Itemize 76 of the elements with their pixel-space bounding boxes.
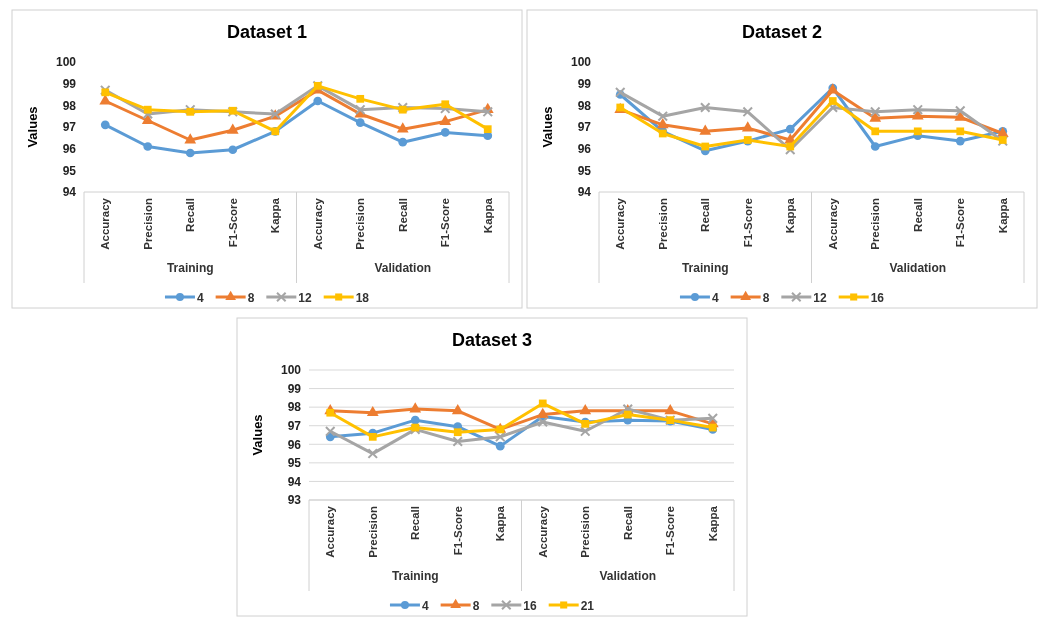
x-tick-label: F1-Score [664,506,677,556]
legend-label: 4 [711,290,719,305]
y-tick-label: 96 [577,142,592,157]
y-tick-label: 95 [577,163,592,178]
x-tick-label: Recall [621,506,634,540]
legend-label: 21 [580,598,595,613]
text: Validation [889,261,947,275]
text: Training [681,261,729,275]
legend-label: 8 [762,290,770,305]
x-tick-label: Accuracy [614,197,627,250]
x-tick-label: Kappa [784,197,797,234]
x-tick-label: F1-Score [226,198,239,248]
text: Training [391,569,439,583]
y-tick-label: 93 [287,493,302,508]
y-tick-label: 97 [287,419,302,434]
y-tick-label: 95 [62,163,77,178]
x-tick-label: Accuracy [99,197,112,250]
x-tick-label: Recall [396,198,409,232]
y-tick-label: 97 [62,120,77,135]
y-tick-label: 99 [62,77,77,92]
y-tick-label: 94 [287,474,302,489]
legend-label: 12 [298,290,312,305]
chart-title: Dataset 2 [741,22,823,42]
chart-title: Dataset 1 [226,22,308,42]
x-tick-label: Precision [869,198,882,250]
x-tick-label: Precision [354,198,367,250]
y-tick-label: 100 [55,55,77,70]
x-tick-label: Kappa [269,197,282,234]
x-tick-label: Precision [579,506,592,558]
y-tick-label: 94 [577,185,592,200]
y-tick-label: 98 [62,98,77,113]
text: Training [166,261,214,275]
y-tick-label: 100 [280,363,302,378]
x-tick-label: Precision [141,198,154,250]
x-tick-label: Kappa [494,505,507,542]
x-tick-label: Kappa [481,197,494,234]
y-tick-label: 99 [287,381,302,396]
y-axis-title: Values [25,106,40,148]
y-tick-label: 100 [570,55,592,70]
y-tick-label: 95 [287,456,302,471]
x-tick-label: Kappa [996,197,1009,234]
x-tick-label: F1-Score [451,506,464,556]
x-tick-label: Recall [699,198,712,232]
x-tick-label: Accuracy [826,197,839,250]
y-tick-label: 99 [577,77,592,92]
x-tick-label: Accuracy [324,505,337,558]
legend-label: 16 [523,598,537,613]
x-tick-label: Recall [409,506,422,540]
y-axis-title: Values [540,106,555,148]
legend-label: 4 [421,598,429,613]
legend-label: 16 [870,290,885,305]
x-tick-label: Kappa [706,505,719,542]
x-tick-label: Recall [911,198,924,232]
legend-label: 18 [355,290,370,305]
x-tick-label: F1-Score [439,198,452,248]
x-tick-label: Accuracy [311,197,324,250]
text: Validation [599,569,657,583]
y-tick-label: 96 [287,437,302,452]
x-tick-label: F1-Score [741,198,754,248]
chart-title: Dataset 3 [451,330,533,350]
legend-label: 4 [196,290,204,305]
legend-label: 8 [472,598,480,613]
y-tick-label: 98 [577,98,592,113]
y-tick-label: 96 [62,142,77,157]
x-tick-label: F1-Score [954,198,967,248]
y-axis-title: Values [250,414,265,456]
legend-label: 8 [247,290,255,305]
legend-label: 12 [813,290,827,305]
text: Validation [374,261,432,275]
x-tick-label: Precision [366,506,379,558]
x-tick-label: Accuracy [536,505,549,558]
y-tick-label: 94 [62,185,77,200]
y-tick-label: 98 [287,400,302,415]
x-tick-label: Precision [656,198,669,250]
y-tick-label: 97 [577,120,592,135]
x-tick-label: Recall [184,198,197,232]
